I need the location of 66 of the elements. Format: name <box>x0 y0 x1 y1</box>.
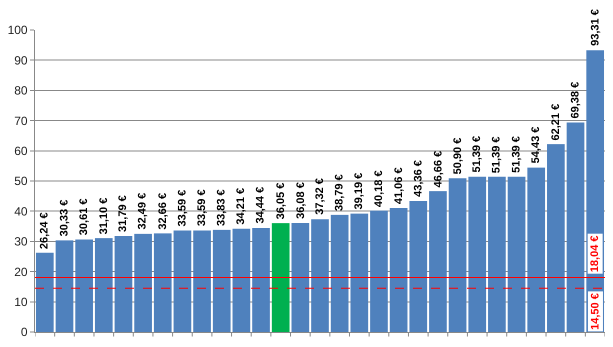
ref-line-label: 14,50 € <box>589 293 602 330</box>
data-label: 30,33 € <box>58 200 71 236</box>
data-label: 26,24 € <box>38 212 51 250</box>
bar <box>508 176 526 332</box>
bar <box>547 144 565 332</box>
data-label: 51,39 € <box>470 136 483 173</box>
data-label: 31,79 € <box>116 195 129 232</box>
bar <box>468 176 486 332</box>
data-label: 69,38 € <box>570 82 582 118</box>
bar <box>212 230 231 332</box>
data-label: 54,43 € <box>530 126 542 164</box>
data-label: 33,59 € <box>196 189 208 226</box>
ref-line-label: 18,04 € <box>589 235 602 272</box>
data-label: 32,66 € <box>156 192 169 230</box>
data-label: 50,90 € <box>452 138 464 174</box>
data-label: 46,66 € <box>432 150 444 188</box>
bar <box>252 228 270 332</box>
data-label: 36,05 € <box>275 182 288 220</box>
data-label: 51,39 € <box>510 136 522 173</box>
bar <box>566 122 584 332</box>
y-tick-label: 70 <box>14 114 28 128</box>
data-label: 62,21 € <box>550 104 562 140</box>
data-label: 30,61 € <box>78 198 90 236</box>
bar <box>154 233 172 332</box>
data-label: 37,32 € <box>314 178 326 215</box>
data-label: 32,49 € <box>136 192 149 230</box>
y-tick-label: 10 <box>14 295 28 309</box>
data-label: 33,59 € <box>176 190 188 226</box>
data-label: 41,06 € <box>393 167 406 204</box>
bar <box>390 208 408 332</box>
bar <box>409 201 428 332</box>
data-label: 93,31 € <box>589 9 602 46</box>
y-tick-label: 0 <box>20 325 28 340</box>
y-tick-label: 30 <box>14 234 28 249</box>
bar <box>527 168 546 332</box>
bar <box>292 223 310 332</box>
bar <box>272 223 290 332</box>
data-label: 40,18 € <box>372 170 385 208</box>
bar <box>232 228 250 332</box>
y-tick-label: 100 <box>8 23 28 38</box>
y-tick-label: 50 <box>14 174 28 188</box>
bar <box>36 252 54 332</box>
data-label: 36,08 € <box>294 182 307 219</box>
data-label: 34,21 € <box>235 188 248 225</box>
bar <box>370 210 388 332</box>
bar <box>134 234 152 332</box>
bar <box>488 176 506 332</box>
bar <box>114 236 132 332</box>
bar <box>56 240 74 332</box>
bar <box>311 219 329 332</box>
data-label: 31,10 € <box>98 198 110 234</box>
bar <box>330 214 348 332</box>
y-tick-label: 20 <box>14 264 28 279</box>
y-tick-label: 80 <box>14 84 28 98</box>
data-label: 33,83 € <box>215 189 228 226</box>
data-label: 43,36 € <box>412 160 425 197</box>
y-tick-label: 40 <box>14 204 28 218</box>
y-tick-label: 60 <box>14 144 28 158</box>
bar <box>75 240 93 332</box>
data-label: 39,19 € <box>353 172 366 210</box>
data-label: 34,44 € <box>254 186 267 224</box>
data-label: 51,39 € <box>490 136 503 174</box>
y-tick-label: 90 <box>14 53 28 68</box>
bar <box>350 214 368 332</box>
bar <box>94 238 113 332</box>
data-label: 38,79 € <box>333 174 346 212</box>
